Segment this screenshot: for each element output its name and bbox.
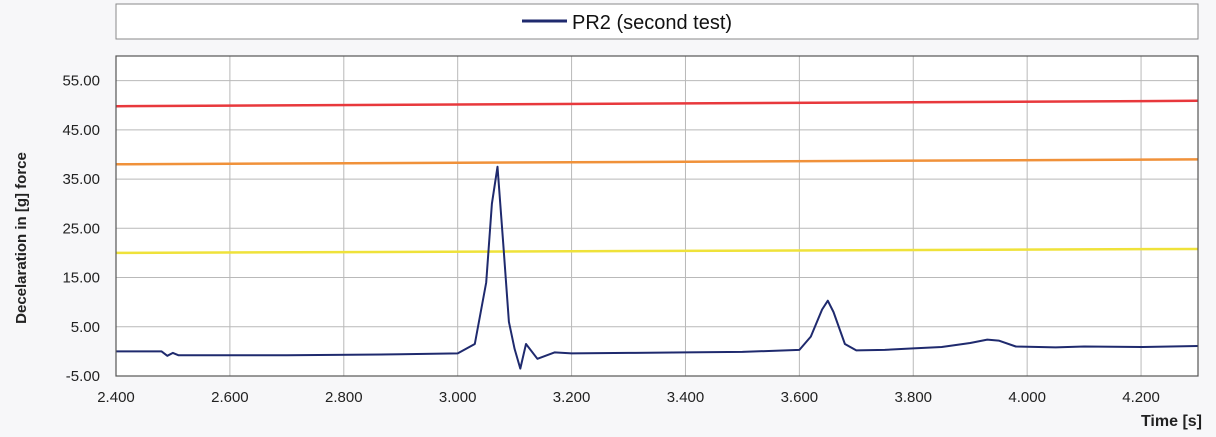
y-tick-label: 45.00 (62, 122, 100, 139)
plot-frame (115, 55, 1199, 377)
x-tick-label: 2.800 (325, 389, 363, 406)
y-tick-label: 25.00 (62, 220, 100, 237)
y-tick-label: 35.00 (62, 171, 100, 188)
plot-area (116, 56, 1198, 376)
y-tick-label: -5.00 (66, 368, 100, 385)
y-tick-label: 15.00 (62, 270, 100, 287)
series-line (116, 165, 1199, 370)
x-tick-label: 4.200 (1122, 389, 1160, 406)
x-axis-label: Time [s] (1141, 413, 1202, 430)
threshold-line (115, 158, 1199, 166)
x-tick-label: 3.600 (781, 389, 819, 406)
x-tick-label: 4.000 (1008, 389, 1046, 406)
y-tick-label: 55.00 (62, 73, 100, 90)
legend-box (115, 3, 1199, 40)
threshold-line (115, 247, 1199, 255)
x-tick-label: 3.200 (553, 389, 591, 406)
x-tick-label: 2.600 (211, 389, 249, 406)
x-tick-label: 3.400 (667, 389, 705, 406)
x-tick-label: 2.400 (97, 389, 135, 406)
y-axis-label: Decelaration in [g] force (13, 152, 30, 324)
x-tick-label: 3.000 (439, 389, 477, 406)
y-tick-label: 5.00 (71, 319, 100, 336)
x-tick-label: 3.800 (894, 389, 932, 406)
legend-label: PR2 (second test) (572, 12, 732, 34)
plot-layer: 2.400 2.600 2.800 3.000 3.200 3.400 3.600 3.800… (62, 55, 1199, 406)
threshold-line (115, 99, 1199, 108)
